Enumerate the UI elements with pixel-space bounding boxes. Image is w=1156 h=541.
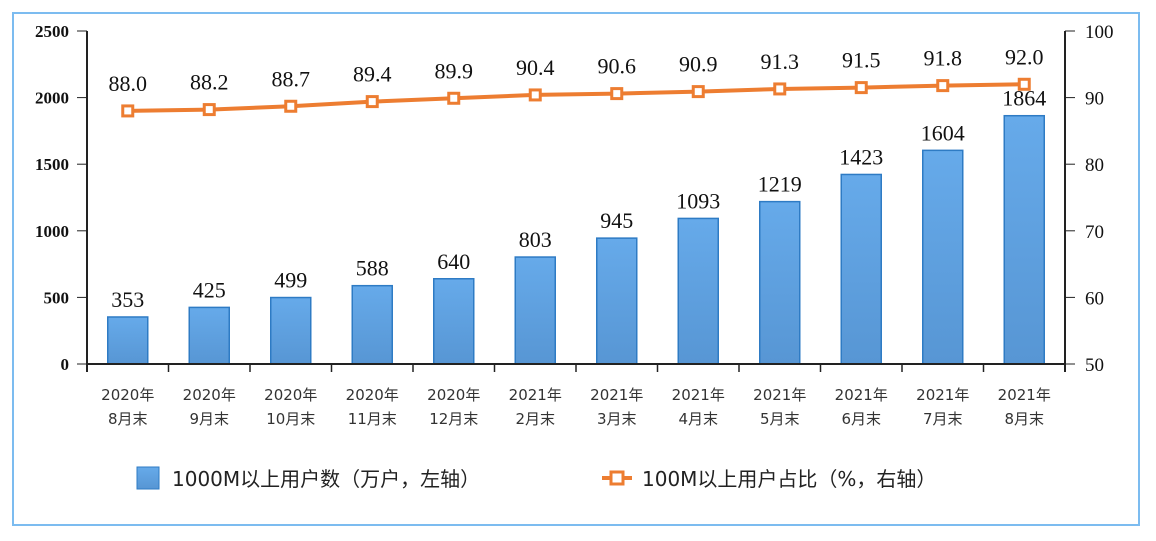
line-data-label: 90.6	[598, 54, 637, 79]
bar-data-label: 499	[274, 268, 307, 293]
x-tick-label: 7月末	[923, 410, 963, 428]
legend: 1000M以上用户数（万户，左轴） 100M以上用户占比（%，右轴）	[136, 466, 936, 491]
right-tick-label: 70	[1085, 222, 1104, 243]
line-marker	[447, 91, 461, 105]
x-tick-label: 2021年	[916, 386, 969, 404]
bar-data-label: 945	[600, 208, 633, 233]
legend-label-line: 100M以上用户占比（%，右轴）	[642, 467, 936, 491]
x-tick-label: 4月末	[678, 410, 718, 428]
line-data-label: 91.5	[842, 48, 881, 73]
bar-data-label: 1604	[921, 120, 965, 145]
x-tick-label: 2020年	[101, 386, 154, 404]
chart-frame	[12, 12, 1140, 526]
line-data-label: 90.9	[679, 52, 718, 77]
x-tick-label: 2021年	[753, 386, 806, 404]
left-tick-label: 2000	[35, 89, 69, 108]
legend-label-bar: 1000M以上用户数（万户，左轴）	[172, 467, 480, 491]
bar-data-label: 1864	[1002, 86, 1046, 111]
line-data-label: 90.4	[516, 55, 555, 80]
x-tick-label: 2021年	[998, 386, 1051, 404]
bar-data-label: 640	[437, 249, 470, 274]
line-marker	[365, 95, 379, 109]
line-data-label: 88.2	[190, 70, 229, 95]
line-data-label: 89.9	[435, 58, 474, 83]
bar	[270, 296, 312, 365]
line-marker	[528, 88, 542, 102]
x-tick-label: 2020年	[427, 386, 480, 404]
bar	[107, 316, 149, 365]
bar-data-label: 425	[193, 277, 226, 302]
right-tick-label: 60	[1085, 288, 1104, 309]
bar	[514, 256, 556, 365]
bar	[188, 306, 230, 365]
bar	[351, 284, 393, 365]
line-marker	[202, 103, 216, 117]
bar-data-label: 803	[519, 227, 552, 252]
x-tick-label: 2021年	[590, 386, 643, 404]
bar	[840, 173, 882, 365]
line-data-label: 88.0	[109, 71, 148, 96]
left-tick-label: 0	[61, 355, 70, 374]
line-series	[127, 82, 1025, 113]
x-tick-label: 2020年	[264, 386, 317, 404]
x-tick-label: 2021年	[835, 386, 888, 404]
line-data-label: 89.4	[353, 62, 392, 87]
left-tick-label: 1000	[35, 222, 69, 241]
line-data-label: 91.8	[924, 46, 963, 71]
x-tick-label: 2021年	[509, 386, 562, 404]
x-tick-label: 10月末	[266, 410, 315, 428]
line-marker	[121, 104, 135, 118]
bar-data-label: 1423	[839, 144, 883, 169]
x-tick-label: 11月末	[348, 410, 397, 428]
legend-swatch-bar	[136, 466, 160, 490]
line-data-label: 88.7	[272, 66, 311, 91]
line-marker	[773, 82, 787, 96]
bar-data-label: 1219	[758, 172, 802, 197]
left-tick-label: 500	[44, 288, 70, 307]
x-tick-label: 2020年	[183, 386, 236, 404]
bar-data-label: 1093	[676, 188, 720, 213]
x-tick-label: 9月末	[189, 410, 229, 428]
right-tick-label: 50	[1085, 355, 1104, 376]
bar	[922, 149, 964, 365]
x-tick-label: 5月末	[760, 410, 800, 428]
x-tick-label: 6月末	[841, 410, 881, 428]
right-tick-label: 90	[1085, 89, 1104, 110]
line-marker	[284, 99, 298, 113]
x-tick-label: 2020年	[346, 386, 399, 404]
left-tick-label: 2500	[35, 22, 69, 41]
line-data-label: 92.0	[1005, 44, 1044, 69]
left-tick-label: 1500	[35, 155, 69, 174]
x-tick-label: 2021年	[672, 386, 725, 404]
bar	[759, 200, 801, 365]
bar	[1003, 114, 1045, 365]
x-tick-label: 2月末	[515, 410, 555, 428]
right-tick-label: 100	[1085, 22, 1114, 43]
line-marker	[691, 85, 705, 99]
bar	[596, 237, 638, 365]
x-tick-label: 12月末	[429, 410, 478, 428]
line-marker	[1017, 77, 1031, 91]
line-marker	[936, 79, 950, 93]
bar	[677, 217, 719, 365]
bar-data-label: 353	[111, 287, 144, 312]
bar	[433, 278, 475, 365]
legend-marker	[609, 470, 625, 486]
x-tick-label: 8月末	[1004, 410, 1044, 428]
line-data-label: 91.3	[761, 49, 800, 74]
right-tick-label: 80	[1085, 155, 1104, 176]
line-marker	[610, 87, 624, 101]
line-marker	[854, 81, 868, 95]
x-tick-label: 3月末	[597, 410, 637, 428]
bar-data-label: 588	[356, 256, 389, 281]
x-tick-label: 8月末	[108, 410, 148, 428]
